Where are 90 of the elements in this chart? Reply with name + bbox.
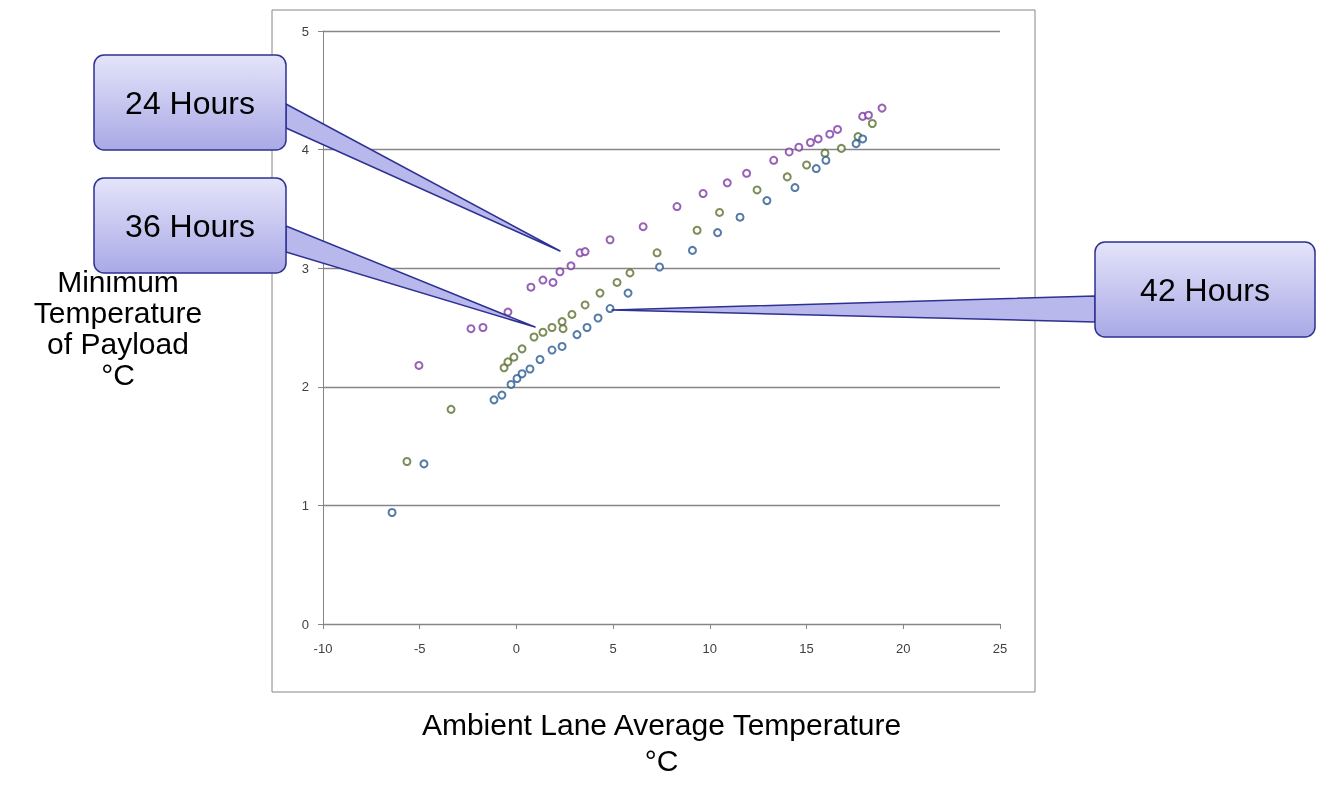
x-tick-label: 15 bbox=[799, 641, 814, 656]
point bbox=[517, 344, 527, 354]
point bbox=[580, 300, 590, 310]
point bbox=[512, 374, 522, 383]
point bbox=[877, 103, 887, 113]
y-tick-label: 2 bbox=[301, 379, 309, 395]
point bbox=[742, 168, 752, 178]
point bbox=[605, 235, 615, 245]
point bbox=[557, 341, 567, 351]
point bbox=[867, 119, 877, 129]
point bbox=[387, 508, 397, 518]
point bbox=[547, 345, 557, 355]
point bbox=[595, 288, 605, 298]
point bbox=[769, 155, 779, 165]
point bbox=[692, 225, 702, 235]
point bbox=[526, 282, 536, 292]
point bbox=[820, 148, 830, 158]
point bbox=[790, 183, 800, 193]
point bbox=[713, 228, 723, 238]
y-tick-label: 1 bbox=[301, 497, 309, 513]
point bbox=[722, 178, 732, 188]
point bbox=[419, 459, 429, 469]
x-tick-label: 0 bbox=[512, 641, 521, 656]
point bbox=[446, 404, 456, 414]
point bbox=[782, 172, 792, 182]
point bbox=[752, 185, 762, 195]
point bbox=[805, 137, 815, 147]
point bbox=[593, 313, 603, 323]
y-axis-title: Minimum Temperature of Payload °C bbox=[33, 264, 203, 391]
x-tick-label: 20 bbox=[896, 641, 911, 656]
y-tick-label: 5 bbox=[301, 23, 309, 39]
point bbox=[538, 275, 548, 285]
callout: 42 Hours bbox=[611, 241, 1316, 338]
point bbox=[517, 369, 527, 379]
point bbox=[529, 332, 539, 342]
point bbox=[625, 268, 635, 278]
point bbox=[811, 164, 821, 174]
point bbox=[535, 355, 545, 365]
point bbox=[580, 247, 590, 257]
point bbox=[825, 129, 835, 139]
y-tick-label: 4 bbox=[301, 142, 309, 158]
point bbox=[784, 147, 794, 157]
point bbox=[567, 309, 577, 319]
text: 42 Hours bbox=[1140, 271, 1270, 308]
point bbox=[414, 360, 424, 370]
x-tick-label: 5 bbox=[609, 641, 617, 656]
point bbox=[836, 143, 846, 153]
point bbox=[547, 323, 557, 332]
point bbox=[402, 457, 412, 467]
point bbox=[506, 379, 516, 389]
point bbox=[735, 212, 745, 222]
point bbox=[558, 324, 568, 334]
point bbox=[794, 142, 804, 152]
point bbox=[466, 324, 476, 334]
point bbox=[555, 267, 565, 277]
point bbox=[813, 134, 823, 144]
point bbox=[478, 323, 488, 332]
point bbox=[672, 202, 682, 212]
point bbox=[572, 330, 582, 340]
point bbox=[525, 364, 535, 374]
point bbox=[698, 188, 708, 198]
point bbox=[503, 357, 513, 367]
point bbox=[851, 139, 861, 149]
point bbox=[833, 124, 843, 134]
point bbox=[623, 288, 633, 298]
point bbox=[638, 222, 648, 232]
x-tick-label: -5 bbox=[413, 641, 426, 656]
point bbox=[497, 390, 507, 400]
x-axis-title: Ambient Lane Average Temperature °C bbox=[421, 707, 902, 777]
point bbox=[612, 277, 622, 287]
point bbox=[582, 323, 592, 332]
point bbox=[566, 261, 576, 271]
y-tick-label: 0 bbox=[301, 616, 309, 632]
point bbox=[858, 134, 868, 144]
point bbox=[538, 327, 548, 337]
point bbox=[687, 245, 697, 255]
point bbox=[802, 160, 812, 170]
point bbox=[762, 196, 772, 206]
point bbox=[509, 352, 519, 362]
x-tick-label: 10 bbox=[702, 641, 718, 656]
x-tick-label: 25 bbox=[992, 641, 1008, 656]
point bbox=[655, 262, 665, 272]
point bbox=[652, 248, 662, 258]
point bbox=[715, 207, 725, 217]
x-tick-label: -10 bbox=[313, 641, 333, 656]
point bbox=[489, 395, 499, 405]
point bbox=[863, 110, 873, 120]
point bbox=[821, 155, 831, 165]
y-tick-label: 3 bbox=[301, 260, 309, 276]
point bbox=[548, 277, 558, 287]
